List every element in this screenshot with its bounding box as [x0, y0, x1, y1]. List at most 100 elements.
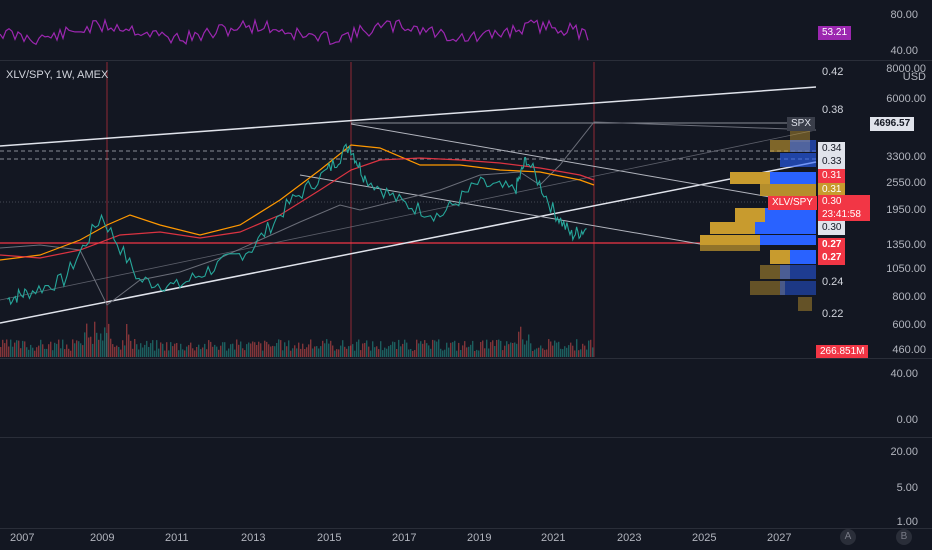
volume-bar — [238, 344, 240, 357]
volume-bar — [190, 342, 192, 357]
usd-tick: 1350.00 — [886, 239, 926, 251]
volume-bar — [104, 327, 106, 357]
x-label: 2007 — [10, 532, 35, 544]
volume-bar — [212, 346, 214, 357]
x-label: 2021 — [541, 532, 566, 544]
volume-bar — [244, 350, 246, 357]
volume-bar — [400, 346, 402, 357]
volume-bar — [56, 343, 58, 357]
volume-bar — [226, 350, 228, 357]
level-badge-027b: 0.27 — [818, 251, 846, 265]
volume-bar — [252, 341, 254, 357]
volume-bar — [434, 340, 436, 357]
pane-separator[interactable] — [0, 437, 932, 438]
volume-bar — [364, 343, 366, 357]
volume-bar — [116, 345, 118, 357]
volume-bar — [268, 344, 270, 357]
volume-bar — [466, 347, 468, 357]
volume-bar — [546, 349, 548, 357]
volume-bar — [42, 344, 44, 357]
volume-bar — [20, 348, 22, 357]
volume-bar — [388, 346, 390, 357]
volume-bar — [286, 346, 288, 357]
volume-bar — [502, 350, 504, 357]
volume-bar — [484, 348, 486, 357]
pane-separator[interactable] — [0, 60, 932, 61]
volume-bar — [0, 347, 2, 357]
ma-orange — [0, 144, 595, 261]
symbol-legend[interactable]: XLV/SPY, 1W, AMEX — [6, 69, 109, 81]
volume-bar — [80, 343, 82, 357]
volume-bar — [158, 348, 160, 357]
volume-bar — [106, 333, 108, 357]
volume-bar — [322, 340, 324, 357]
volume-bar — [312, 348, 314, 357]
volume-bar — [126, 324, 128, 357]
volume-bar — [520, 326, 522, 357]
usd-tick: 1050.00 — [886, 263, 926, 275]
volume-bar — [446, 342, 448, 357]
volume-bar — [450, 342, 452, 357]
volume-bar — [590, 339, 592, 357]
volume-bar — [552, 345, 554, 357]
volume-bar — [58, 339, 60, 357]
volume-bar — [40, 339, 42, 357]
volume-bar — [464, 341, 466, 357]
usd-tick: 8000.00 — [886, 63, 926, 75]
volume-bar — [16, 340, 18, 357]
volume-bar — [528, 334, 530, 357]
auto-scale-button[interactable]: A — [840, 529, 856, 545]
pane1-tick-0: 0.00 — [896, 414, 918, 426]
volume-bar — [326, 339, 328, 357]
indicator-pane-2[interactable] — [0, 438, 816, 528]
ratio-tick: 0.38 — [822, 104, 844, 116]
volume-bar — [436, 341, 438, 357]
volume-bar — [544, 349, 546, 357]
volume-bar — [260, 343, 262, 357]
volume-bar — [522, 339, 524, 357]
usd-tick: 2550.00 — [886, 177, 926, 189]
indicator-pane-1[interactable] — [0, 359, 816, 437]
volume-bar — [218, 349, 220, 357]
volume-bar — [302, 343, 304, 357]
volume-bar — [592, 347, 594, 357]
rsi-tick-40: 40.00 — [890, 45, 918, 57]
volume-bar — [38, 345, 40, 357]
volume-bar — [96, 332, 98, 357]
volume-bar — [72, 339, 74, 357]
pane-separator[interactable] — [0, 358, 932, 359]
volume-bar — [548, 339, 550, 357]
volume-bar — [536, 348, 538, 357]
volume-bar — [582, 343, 584, 357]
volume-bar — [282, 350, 284, 357]
volume-bar — [394, 342, 396, 357]
volume-bar — [290, 350, 292, 357]
volume-bar — [294, 345, 296, 357]
ratio-tick: 0.22 — [822, 308, 844, 320]
volume-bar — [512, 343, 514, 357]
volume-bar — [514, 342, 516, 357]
volume-bar — [246, 344, 248, 357]
volume-bar — [298, 342, 300, 357]
volume-bar — [12, 346, 14, 357]
level-badge-033: 0.33 — [818, 155, 846, 169]
volume-bar — [124, 345, 126, 357]
pane2-tick-1: 1.00 — [896, 516, 918, 528]
volume-bar — [442, 350, 444, 357]
volume-bar — [266, 341, 268, 357]
volume-bar — [182, 349, 184, 357]
x-label: 2027 — [767, 532, 792, 544]
volume-bar — [396, 349, 398, 357]
spx-value-badge: 4696.57 — [870, 117, 915, 131]
volume-bar — [408, 349, 410, 357]
usd-tick: 460.00 — [892, 344, 926, 356]
volume-bar — [506, 341, 508, 357]
volume-bar — [410, 349, 412, 357]
volume-bar — [248, 342, 250, 357]
log-scale-button[interactable]: B — [896, 529, 912, 545]
volume-bar — [228, 348, 230, 357]
volume-bar — [472, 340, 474, 357]
volume-bar — [222, 342, 224, 357]
volume-bar — [478, 350, 480, 357]
